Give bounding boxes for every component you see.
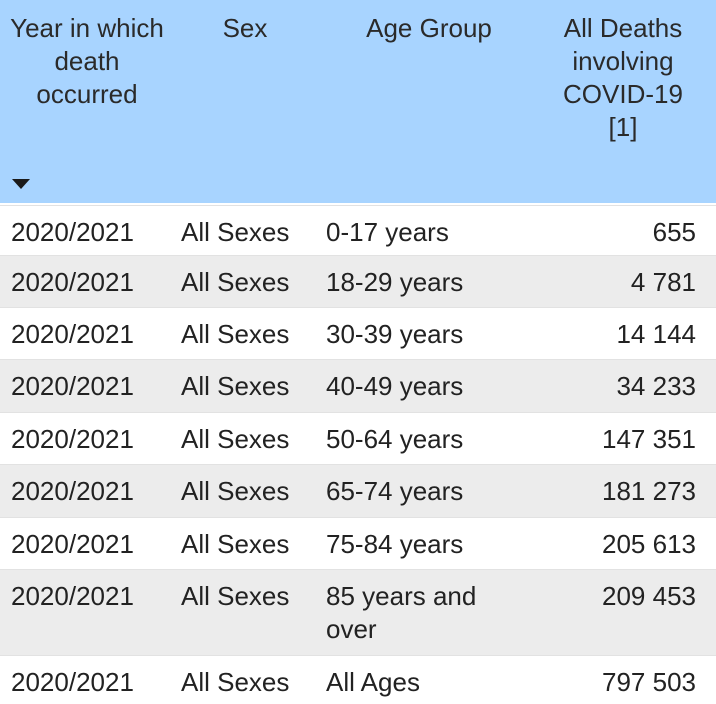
cell-deaths: 797 503 [602,667,696,697]
cell-year: 2020/2021 [11,267,134,297]
cell-deaths: 147 351 [602,424,696,454]
cell-deaths: 655 [652,217,696,247]
cell-year: 2020/2021 [11,217,134,247]
cell-deaths: 205 613 [602,529,696,559]
cell-age-group: 75-84 years [326,529,464,559]
cell-year: 2020/2021 [11,581,134,611]
table-row[interactable]: 2020/2021 All Sexes 50-64 years 147 351 [0,412,716,464]
table-row[interactable]: 2020/2021 All Sexes 65-74 years 181 273 [0,464,716,517]
cell-age-group: 40-49 years [326,371,464,401]
cell-deaths: 209 453 [602,581,696,611]
table-row[interactable]: 2020/2021 All Sexes 30-39 years 14 144 [0,307,716,359]
table-header: Year in which death occurred Sex Age Gro… [0,0,716,203]
cell-year: 2020/2021 [11,424,134,454]
cell-age-group: 30-39 years [326,319,464,349]
cell-age-group: 0-17 years [326,217,449,247]
table-row[interactable]: 2020/2021 All Sexes 0-17 years 655 [0,205,716,255]
header-divider [0,203,716,205]
cell-age-group: All Ages [326,667,420,697]
cell-year: 2020/2021 [11,667,134,697]
cell-age-group: 85 years and over [326,581,477,644]
cell-sex: All Sexes [181,217,290,247]
cell-sex: All Sexes [181,529,290,559]
column-header-age-group[interactable]: Age Group [366,13,492,43]
cell-sex: All Sexes [181,267,290,297]
cell-age-group: 18-29 years [326,267,464,297]
cell-age-group: 50-64 years [326,424,464,454]
table-row[interactable]: 2020/2021 All Sexes 85 years and over 20… [0,569,716,655]
cell-sex: All Sexes [181,319,290,349]
cell-year: 2020/2021 [11,529,134,559]
cell-year: 2020/2021 [11,319,134,349]
cell-sex: All Sexes [181,424,290,454]
cell-sex: All Sexes [181,581,290,611]
sort-down-icon[interactable] [12,179,30,189]
cell-age-group: 65-74 years [326,476,464,506]
table-row[interactable]: 2020/2021 All Sexes All Ages 797 503 [0,655,716,704]
column-header-deaths[interactable]: All Deaths involving COVID-19 [1] [563,13,683,142]
column-header-sex[interactable]: Sex [222,13,268,43]
cell-year: 2020/2021 [11,371,134,401]
cell-sex: All Sexes [181,667,290,697]
column-header-year[interactable]: Year in which death occurred [10,13,164,109]
table-row[interactable]: 2020/2021 All Sexes 40-49 years 34 233 [0,359,716,412]
cell-year: 2020/2021 [11,476,134,506]
cell-deaths: 181 273 [602,476,696,506]
cell-deaths: 14 144 [616,319,696,349]
table-row[interactable]: 2020/2021 All Sexes 18-29 years 4 781 [0,255,716,307]
cell-sex: All Sexes [181,476,290,506]
cell-sex: All Sexes [181,371,290,401]
table-row[interactable]: 2020/2021 All Sexes 75-84 years 205 613 [0,517,716,569]
cell-deaths: 4 781 [630,267,696,297]
cell-deaths: 34 233 [616,371,696,401]
